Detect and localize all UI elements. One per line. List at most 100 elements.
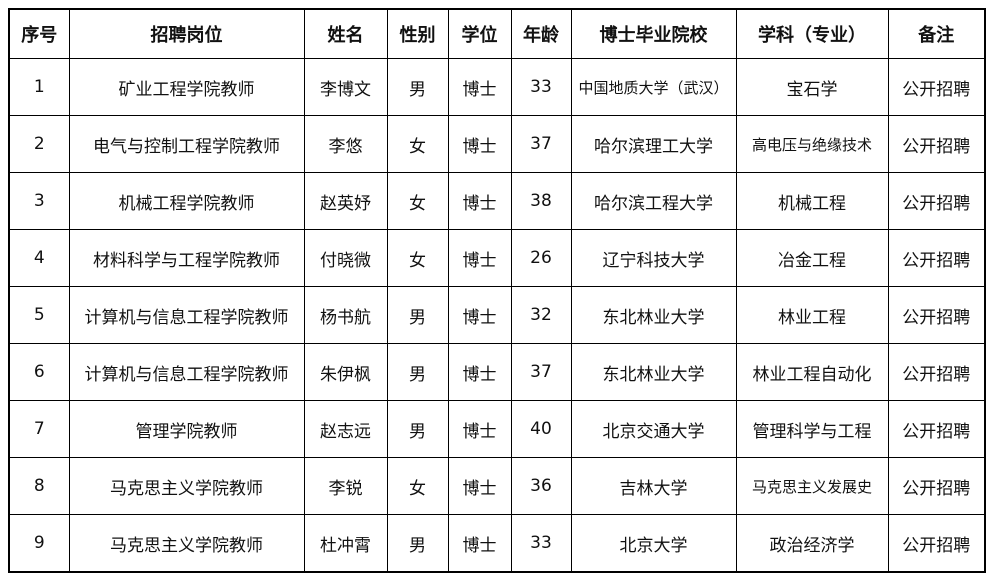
cell-gender: 女	[386, 115, 449, 173]
cell-major: 林业工程自动化	[735, 343, 889, 401]
cell-major: 林业工程	[735, 286, 889, 344]
table-row: 1 矿业工程学院教师 李博文男博士 33 中国地质大学（武汉） 宝石学 公开招聘	[8, 58, 986, 116]
cell-position: 电气与控制工程学院教师	[68, 115, 305, 173]
cell-age: 32	[510, 286, 572, 344]
cell-age: 33	[510, 58, 572, 116]
cell-major: 机械工程	[735, 172, 889, 230]
cell-name: 李博文	[303, 58, 388, 116]
cell-major: 马克思主义发展史	[735, 457, 889, 515]
cell-age: 40	[510, 400, 572, 458]
cell-university: 吉林大学	[570, 457, 737, 515]
cell-position: 材料科学与工程学院教师	[68, 229, 305, 287]
cell-gender: 男	[386, 514, 449, 573]
cell-remark: 公开招聘	[887, 514, 986, 573]
header-row: 序号 招聘岗位 姓名 性别 学位 年龄 博士毕业院校 学科（专业） 备注	[8, 8, 986, 59]
table-row: 2 电气与控制工程学院教师 李悠女博士 37 哈尔滨理工大学 高电压与绝缘技术 公开招聘	[8, 115, 986, 173]
table-row: 8 马克思主义学院教师 李锐女博士 36 吉林大学 马克思主义发展史 公开招聘	[8, 457, 986, 515]
header-position: 招聘岗位	[68, 8, 305, 59]
header-remark: 备注	[887, 8, 986, 59]
recruitment-table: 序号 招聘岗位 姓名 性别 学位 年龄 博士毕业院校 学科（专业） 备注 1 矿业工程学院教师 李博…	[8, 8, 986, 573]
cell-remark: 公开招聘	[887, 286, 986, 344]
cell-gender: 男	[386, 400, 449, 458]
cell-age: 37	[510, 115, 572, 173]
cell-index: 3	[8, 172, 70, 230]
table-row: 5 计算机与信息工程学院教师 杨书航男博士 32 东北林业大学 林业工程 公开招聘	[8, 286, 986, 344]
cell-name: 杜冲霄	[303, 514, 388, 573]
cell-remark: 公开招聘	[887, 58, 986, 116]
cell-degree: 博士	[447, 286, 512, 344]
cell-gender: 女	[386, 457, 449, 515]
table-row: 7 管理学院教师 赵志远男博士 40 北京交通大学 管理科学与工程 公开招聘	[8, 400, 986, 458]
cell-age: 26	[510, 229, 572, 287]
table-row: 3 机械工程学院教师 赵英妤女博士 38 哈尔滨工程大学 机械工程 公开招聘	[8, 172, 986, 230]
cell-university: 北京大学	[570, 514, 737, 573]
cell-major: 宝石学	[735, 58, 889, 116]
cell-name: 杨书航	[303, 286, 388, 344]
cell-remark: 公开招聘	[887, 343, 986, 401]
cell-position: 机械工程学院教师	[68, 172, 305, 230]
cell-index: 6	[8, 343, 70, 401]
cell-gender: 男	[386, 286, 449, 344]
cell-index: 4	[8, 229, 70, 287]
cell-degree: 博士	[447, 58, 512, 116]
header-name: 姓名	[303, 8, 388, 59]
cell-university: 北京交通大学	[570, 400, 737, 458]
cell-age: 36	[510, 457, 572, 515]
cell-university: 哈尔滨理工大学	[570, 115, 737, 173]
cell-university: 中国地质大学（武汉）	[570, 58, 737, 116]
cell-name: 赵志远	[303, 400, 388, 458]
cell-remark: 公开招聘	[887, 115, 986, 173]
cell-degree: 博士	[447, 457, 512, 515]
table-row: 4 材料科学与工程学院教师 付晓微女博士 26 辽宁科技大学 冶金工程 公开招聘	[8, 229, 986, 287]
cell-position: 管理学院教师	[68, 400, 305, 458]
cell-gender: 女	[386, 229, 449, 287]
header-gender: 性别	[386, 8, 449, 59]
cell-position: 计算机与信息工程学院教师	[68, 286, 305, 344]
cell-remark: 公开招聘	[887, 229, 986, 287]
cell-university: 东北林业大学	[570, 343, 737, 401]
cell-index: 9	[8, 514, 70, 573]
cell-index: 8	[8, 457, 70, 515]
cell-university: 辽宁科技大学	[570, 229, 737, 287]
cell-major: 政治经济学	[735, 514, 889, 573]
cell-remark: 公开招聘	[887, 457, 986, 515]
cell-major: 管理科学与工程	[735, 400, 889, 458]
cell-major: 冶金工程	[735, 229, 889, 287]
header-degree: 学位	[447, 8, 512, 59]
cell-degree: 博士	[447, 172, 512, 230]
cell-university: 东北林业大学	[570, 286, 737, 344]
cell-gender: 女	[386, 172, 449, 230]
cell-name: 李悠	[303, 115, 388, 173]
header-index: 序号	[8, 8, 70, 59]
cell-position: 马克思主义学院教师	[68, 514, 305, 573]
cell-index: 1	[8, 58, 70, 116]
table-row: 9 马克思主义学院教师 杜冲霄男博士 33 北京大学 政治经济学 公开招聘	[8, 514, 986, 573]
table-row: 6 计算机与信息工程学院教师 朱伊枫男博士 37 东北林业大学 林业工程自动化 公开招聘	[8, 343, 986, 401]
cell-position: 矿业工程学院教师	[68, 58, 305, 116]
cell-age: 33	[510, 514, 572, 573]
cell-major: 高电压与绝缘技术	[735, 115, 889, 173]
header-university: 博士毕业院校	[570, 8, 737, 59]
cell-name: 朱伊枫	[303, 343, 388, 401]
cell-degree: 博士	[447, 514, 512, 573]
cell-degree: 博士	[447, 115, 512, 173]
cell-gender: 男	[386, 343, 449, 401]
cell-age: 38	[510, 172, 572, 230]
cell-index: 2	[8, 115, 70, 173]
cell-index: 5	[8, 286, 70, 344]
cell-name: 赵英妤	[303, 172, 388, 230]
cell-degree: 博士	[447, 400, 512, 458]
header-age: 年龄	[510, 8, 572, 59]
cell-remark: 公开招聘	[887, 400, 986, 458]
cell-name: 付晓微	[303, 229, 388, 287]
cell-gender: 男	[386, 58, 449, 116]
cell-degree: 博士	[447, 343, 512, 401]
cell-remark: 公开招聘	[887, 172, 986, 230]
cell-degree: 博士	[447, 229, 512, 287]
cell-index: 7	[8, 400, 70, 458]
cell-position: 马克思主义学院教师	[68, 457, 305, 515]
header-major: 学科（专业）	[735, 8, 889, 59]
cell-age: 37	[510, 343, 572, 401]
cell-position: 计算机与信息工程学院教师	[68, 343, 305, 401]
cell-name: 李锐	[303, 457, 388, 515]
